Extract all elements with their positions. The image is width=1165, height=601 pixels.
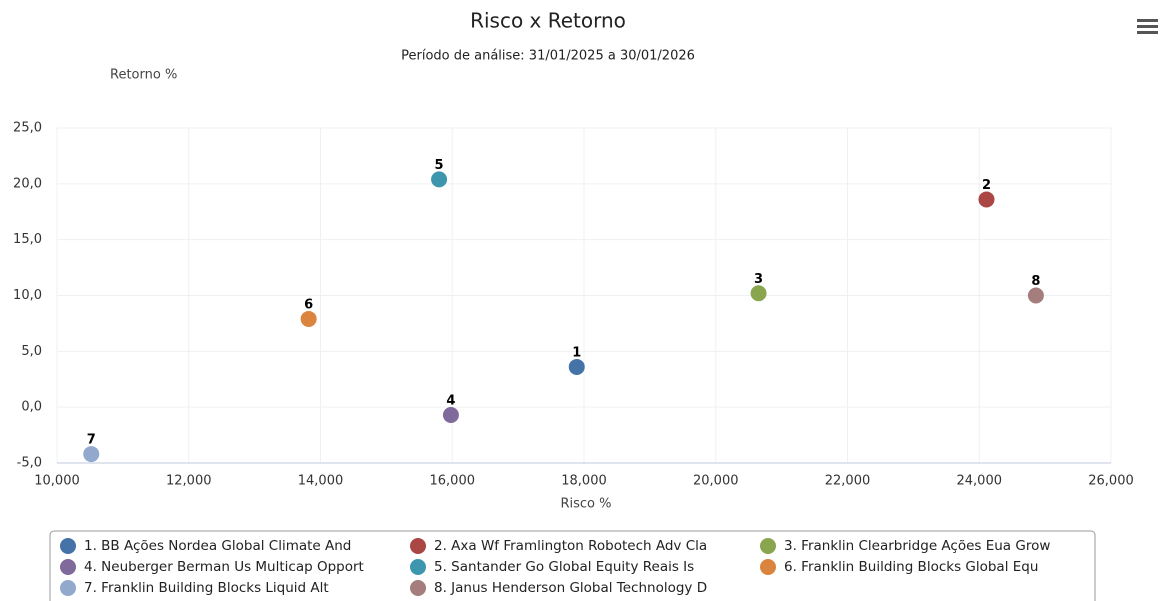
legend-marker[interactable] bbox=[410, 559, 426, 575]
x-tick-label: 14,000 bbox=[298, 474, 344, 489]
legend-marker[interactable] bbox=[410, 580, 426, 596]
scatter-point[interactable] bbox=[1027, 287, 1044, 304]
y-tick-label: 10,0 bbox=[13, 288, 42, 303]
chart-title: Risco x Retorno bbox=[470, 9, 626, 33]
x-tick-label: 18,000 bbox=[561, 474, 607, 489]
y-axis-label: Retorno % bbox=[110, 68, 177, 83]
y-tick-label: 5,0 bbox=[21, 344, 42, 359]
legend-marker[interactable] bbox=[760, 538, 776, 554]
legend-marker[interactable] bbox=[760, 559, 776, 575]
data-label: 6 bbox=[304, 297, 313, 312]
chart-subtitle: Período de análise: 31/01/2025 a 30/01/2… bbox=[401, 49, 695, 64]
legend-label[interactable]: 6. Franklin Building Blocks Global Equ bbox=[784, 559, 1038, 575]
scatter-point[interactable] bbox=[750, 285, 767, 302]
legend-marker[interactable] bbox=[60, 580, 76, 596]
x-tick-label: 22,000 bbox=[825, 474, 871, 489]
data-label: 2 bbox=[982, 178, 991, 193]
legend-label[interactable]: 2. Axa Wf Framlington Robotech Adv Cla bbox=[434, 538, 707, 554]
legend-box bbox=[49, 530, 1096, 601]
x-tick-label: 24,000 bbox=[957, 474, 1003, 489]
x-tick-label: 26,000 bbox=[1088, 474, 1134, 489]
legend-marker[interactable] bbox=[410, 538, 426, 554]
y-tick-label: 15,0 bbox=[13, 232, 42, 247]
legend-marker[interactable] bbox=[60, 538, 76, 554]
x-tick-label: 16,000 bbox=[430, 474, 476, 489]
scatter-point[interactable] bbox=[300, 310, 317, 327]
y-tick-label: 0,0 bbox=[21, 400, 42, 415]
x-tick-label: 12,000 bbox=[166, 474, 212, 489]
legend-label[interactable]: 3. Franklin Clearbridge Ações Eua Grow bbox=[784, 538, 1050, 554]
menu-button[interactable] bbox=[1137, 19, 1158, 34]
x-tick-label: 20,000 bbox=[693, 474, 739, 489]
data-label: 8 bbox=[1031, 274, 1040, 289]
x-axis-label: Risco % bbox=[560, 497, 611, 512]
data-label: 4 bbox=[446, 393, 455, 408]
legend-label[interactable]: 7. Franklin Building Blocks Liquid Alt bbox=[84, 580, 329, 596]
scatter-point[interactable] bbox=[568, 358, 585, 375]
legend-label[interactable]: 1. BB Ações Nordea Global Climate And bbox=[84, 538, 351, 554]
legend-label[interactable]: 8. Janus Henderson Global Technology D bbox=[434, 580, 707, 596]
y-tick-label: 25,0 bbox=[13, 121, 42, 136]
scatter-point[interactable] bbox=[978, 191, 995, 208]
legend-marker[interactable] bbox=[60, 559, 76, 575]
legend-label[interactable]: 4. Neuberger Berman Us Multicap Opport bbox=[84, 559, 364, 575]
y-tick-label: 20,0 bbox=[13, 176, 42, 191]
scatter-point[interactable] bbox=[431, 171, 448, 188]
data-label: 7 bbox=[87, 433, 96, 448]
y-tick-label: -5,0 bbox=[17, 456, 42, 471]
legend-label[interactable]: 5. Santander Go Global Equity Reais Is bbox=[434, 559, 694, 575]
scatter-point[interactable] bbox=[83, 446, 100, 463]
x-tick-label: 10,000 bbox=[34, 474, 80, 489]
data-label: 1 bbox=[572, 345, 581, 360]
data-label: 3 bbox=[754, 272, 763, 287]
scatter-point[interactable] bbox=[442, 406, 459, 423]
data-label: 5 bbox=[435, 158, 444, 173]
